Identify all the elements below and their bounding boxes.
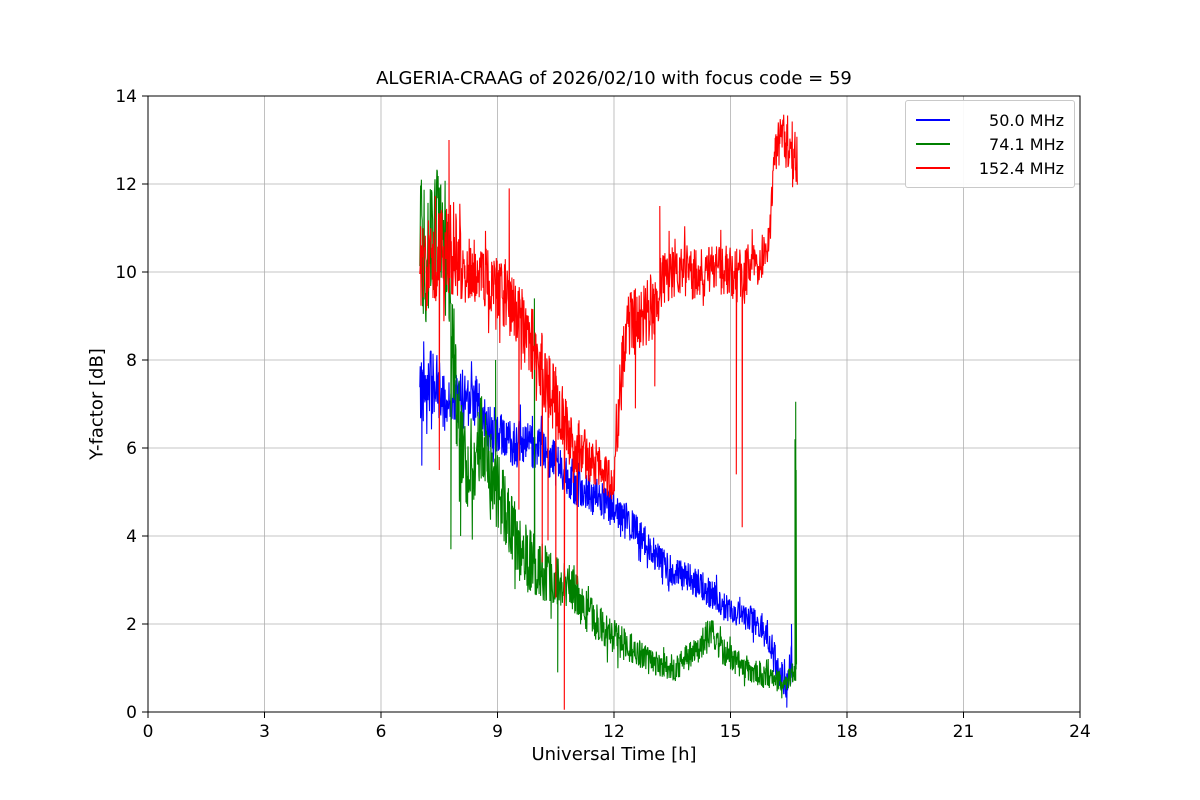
y-tick-label-6: 12 xyxy=(115,175,137,195)
x-tick-label-8: 24 xyxy=(1069,722,1091,742)
x-tick-label-1: 3 xyxy=(259,722,270,742)
legend-swatch-2 xyxy=(916,166,950,170)
y-tick-label-3: 6 xyxy=(126,439,137,459)
legend: 50.0 MHz 74.1 MHz 152.4 MHz xyxy=(905,100,1075,188)
legend-swatch-1 xyxy=(916,142,950,146)
y-tick-label-7: 14 xyxy=(115,87,137,107)
series-line-74.1-MHz xyxy=(419,169,798,699)
legend-label: 152.4 MHz xyxy=(978,158,1064,178)
x-tick-label-3: 9 xyxy=(492,722,503,742)
x-tick-label-4: 12 xyxy=(603,722,625,742)
y-tick-label-1: 2 xyxy=(126,615,137,635)
legend-swatch-0 xyxy=(916,118,950,122)
legend-label: 50.0 MHz xyxy=(989,110,1064,130)
chart-title: ALGERIA-CRAAG of 2026/02/10 with focus c… xyxy=(376,68,852,89)
legend-label: 74.1 MHz xyxy=(989,134,1064,154)
y-tick-label-4: 8 xyxy=(126,351,137,371)
x-tick-label-5: 15 xyxy=(720,722,742,742)
series-line-152.4-MHz xyxy=(419,114,798,710)
x-tick-label-2: 6 xyxy=(376,722,387,742)
y-tick-label-0: 0 xyxy=(126,703,137,723)
gridlines xyxy=(147,95,1081,713)
x-tick-label-6: 18 xyxy=(836,722,858,742)
legend-entry: 50.0 MHz xyxy=(916,111,1064,130)
legend-entry: 152.4 MHz xyxy=(916,159,1064,178)
x-axis-label: Universal Time [h] xyxy=(531,744,697,765)
x-tick-label-7: 21 xyxy=(953,722,975,742)
x-tick-label-0: 0 xyxy=(143,722,154,742)
legend-entry: 74.1 MHz xyxy=(916,135,1064,154)
y-tick-label-5: 10 xyxy=(115,263,137,283)
y-axis-label: Y-factor [dB] xyxy=(86,348,108,460)
y-tick-label-2: 4 xyxy=(126,527,137,547)
